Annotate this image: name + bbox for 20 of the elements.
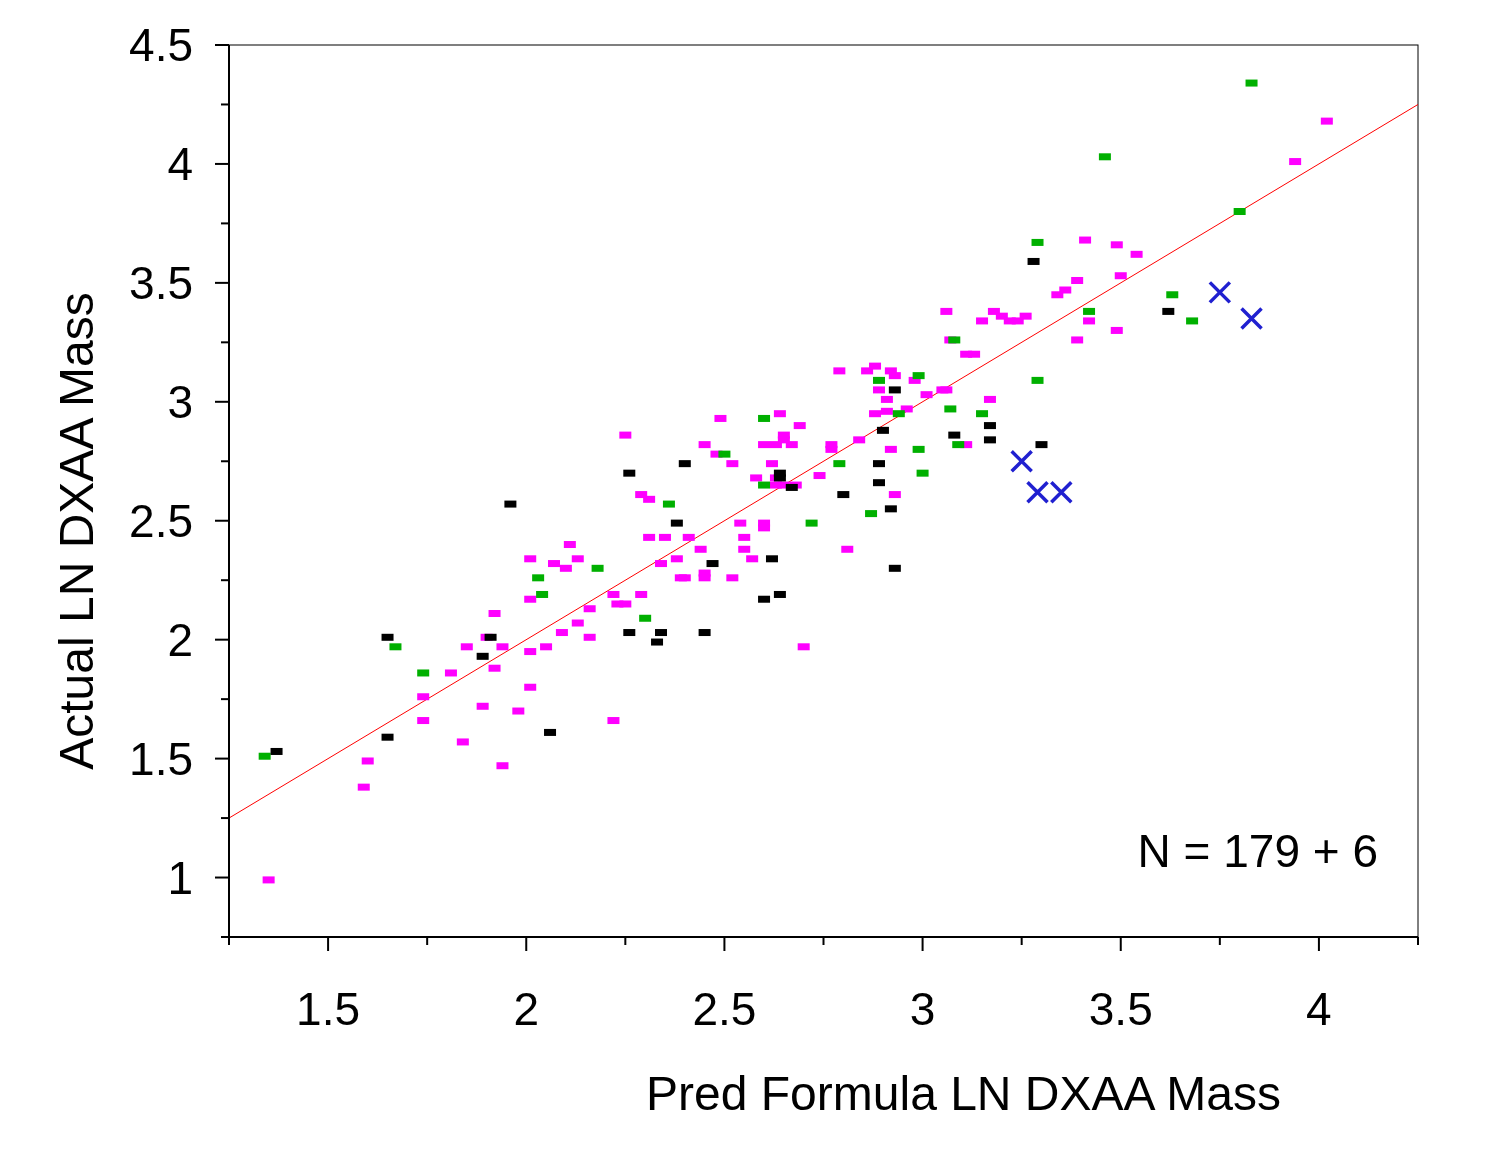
x-tick-label: 2.5 bbox=[692, 983, 757, 1035]
annotation: N = 179 + 6 bbox=[1137, 825, 1378, 877]
x-tick-label: 2 bbox=[513, 983, 540, 1035]
y-axis-title: Actual LN DXAA Mass bbox=[50, 292, 103, 770]
y-tick-label: 1 bbox=[167, 851, 193, 904]
y-tick-label: 4.5 bbox=[129, 19, 193, 72]
x-tick-label: 1.5 bbox=[296, 983, 361, 1035]
y-tick-label: 2.5 bbox=[129, 494, 193, 547]
x-tick-label: 4 bbox=[1306, 983, 1332, 1035]
y-tick-label: 2 bbox=[167, 613, 193, 666]
y-tick-label: 1.5 bbox=[129, 732, 193, 785]
point bbox=[1009, 449, 1034, 474]
y-tick-label: 3.5 bbox=[129, 256, 193, 309]
y-tick-label: 3 bbox=[167, 375, 193, 428]
point bbox=[1208, 280, 1232, 305]
point bbox=[1239, 306, 1264, 331]
y-tick-label: 4 bbox=[167, 138, 193, 191]
x-tick-label: 3 bbox=[909, 983, 936, 1035]
x-tick-label: 3.5 bbox=[1088, 983, 1153, 1035]
x-axis-title: Pred Formula LN DXAA Mass bbox=[646, 1067, 1281, 1120]
